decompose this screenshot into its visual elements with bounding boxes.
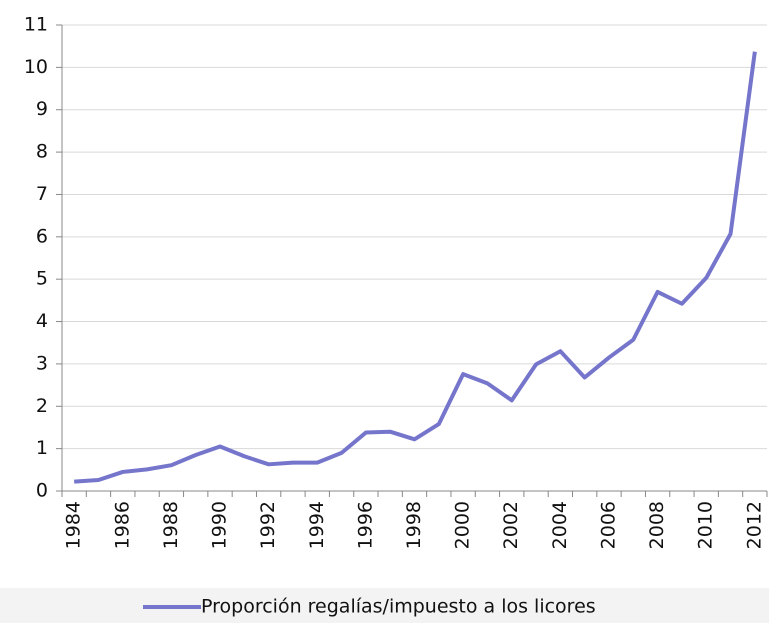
- x-tick-label: 2006: [597, 501, 619, 549]
- y-tick-label: 4: [36, 310, 48, 332]
- line-series: [74, 51, 757, 484]
- y-tick-label: 6: [36, 225, 48, 247]
- x-tick-label: 1996: [354, 501, 376, 549]
- x-tick-label: 1994: [306, 501, 328, 549]
- x-tick-label: 1992: [257, 501, 279, 549]
- legend-band: [0, 588, 769, 623]
- x-tick-label: 1998: [403, 501, 425, 549]
- x-tick-label: 2004: [549, 501, 571, 549]
- y-tick-label: 5: [36, 268, 48, 290]
- x-tick-label: 2012: [743, 501, 765, 549]
- y-tick-label: 1: [36, 437, 48, 459]
- x-tick-label: 2002: [500, 501, 522, 549]
- y-tick-label: 7: [36, 183, 48, 205]
- y-tick-label: 3: [36, 352, 48, 374]
- x-tick-label: 1986: [111, 501, 133, 549]
- y-tick-label: 2: [36, 395, 48, 417]
- y-tick-label: 10: [24, 56, 48, 78]
- x-tick-label: 2000: [452, 501, 474, 549]
- y-tick-label: 8: [36, 141, 48, 163]
- x-tick-label: 2010: [695, 501, 717, 549]
- legend-label: Proporción regalías/impuesto a los licor…: [201, 596, 596, 618]
- y-tick-label: 9: [36, 98, 48, 120]
- y-tick-label: 11: [24, 14, 48, 36]
- y-tick-label: 0: [36, 480, 48, 502]
- x-tick-label: 2008: [646, 501, 668, 549]
- x-tick-label: 1988: [160, 501, 182, 549]
- x-tick-label: 1990: [209, 501, 231, 549]
- x-tick-label: 1984: [63, 501, 85, 549]
